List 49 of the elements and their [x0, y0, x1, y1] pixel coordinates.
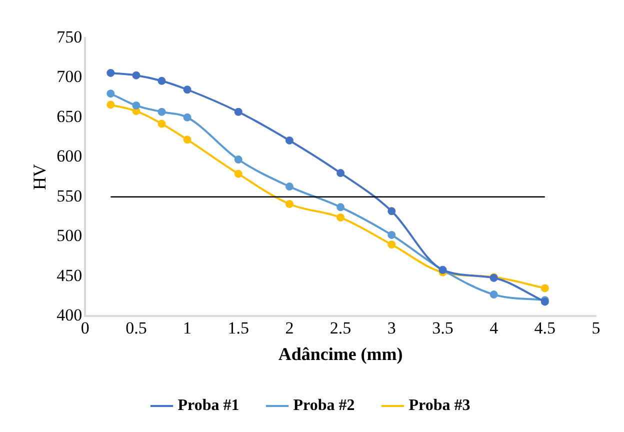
point: [285, 136, 294, 144]
y-axis-title: HV: [30, 164, 50, 190]
point: [388, 240, 396, 249]
x-tick-label: 4: [490, 318, 499, 338]
point: [106, 68, 115, 77]
x-tick-label: 1.5: [228, 318, 249, 338]
legend-label: Proba #1: [178, 397, 240, 414]
x-tick-label: 3.5: [432, 318, 454, 338]
point: [158, 108, 166, 116]
point: [106, 90, 115, 98]
legend-label: Proba #2: [293, 397, 355, 414]
legend-label: Proba #3: [408, 397, 470, 414]
point: [183, 113, 192, 122]
point: [234, 170, 242, 178]
y-tick-label: 750: [56, 27, 82, 46]
point: [336, 214, 345, 222]
point: [490, 290, 498, 299]
x-axis-title: Adâncime (mm): [278, 344, 403, 364]
x-tick-label: 4.5: [534, 318, 556, 338]
x-tick-label: 1: [183, 318, 192, 338]
point: [158, 120, 166, 128]
point: [234, 156, 242, 164]
point: [540, 284, 549, 292]
y-tick-label: 650: [56, 106, 82, 126]
x-tick-label: 2: [285, 318, 294, 338]
point: [183, 136, 192, 144]
point: [158, 76, 166, 85]
point: [132, 102, 140, 110]
y-tick-label: 550: [56, 186, 82, 206]
point: [388, 207, 396, 216]
point: [106, 100, 115, 109]
point: [336, 203, 345, 212]
x-tick-label: 5: [592, 318, 600, 338]
point: [388, 230, 396, 239]
point: [183, 86, 192, 94]
y-tick-label: 450: [56, 266, 82, 285]
y-tick-label: 400: [56, 305, 82, 324]
x-tick-label: 2.5: [330, 318, 352, 338]
x-tick-label: 0.5: [126, 318, 147, 338]
point: [285, 182, 294, 191]
point: [234, 108, 242, 116]
y-tick-label: 600: [56, 146, 82, 166]
y-tick-label: 700: [56, 67, 82, 86]
x-tick-label: 3: [387, 318, 396, 338]
y-tick-label: 500: [56, 226, 82, 246]
x-tick-label: 0: [80, 318, 90, 338]
point: [336, 169, 345, 178]
point: [132, 71, 140, 80]
point: [285, 200, 294, 208]
